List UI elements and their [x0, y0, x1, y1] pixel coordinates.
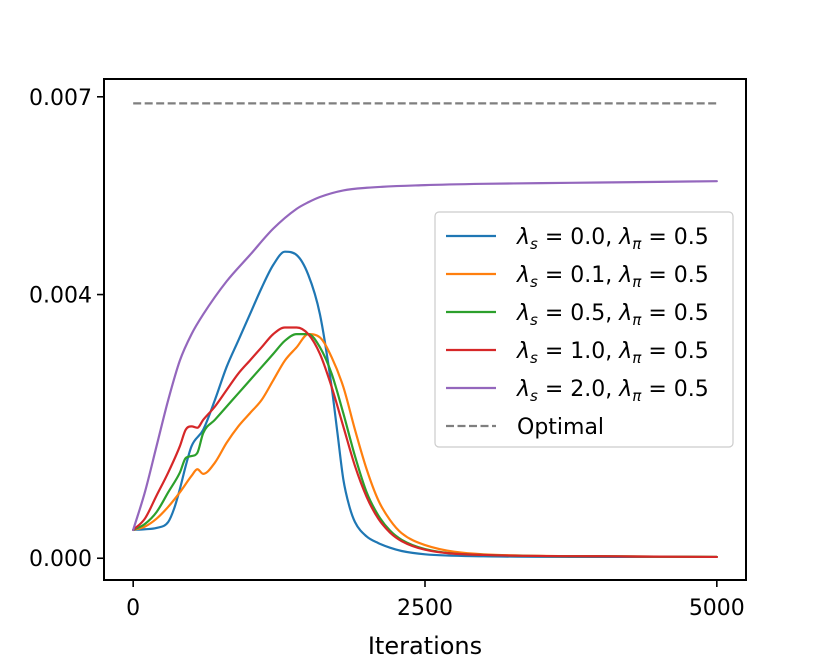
y-tick-label: 0.007 [29, 86, 92, 111]
x-axis-label: Iterations [368, 632, 482, 660]
legend: λs = 0.0, λπ = 0.5 λs = 0.1, λπ = 0.5 λs =… [434, 211, 734, 448]
series-lines [132, 102, 718, 559]
legend-label: λs = 1.0, λπ = 0.5 [516, 339, 709, 367]
y-axis-ticks: 0.000 0.004 0.007 [29, 86, 104, 572]
x-tick-label: 2500 [397, 596, 453, 621]
series-line-1 [132, 250, 718, 559]
legend-label: λs = 0.0, λπ = 0.5 [516, 225, 709, 253]
series-line-5 [132, 180, 718, 531]
x-tick-label: 0 [126, 596, 140, 621]
x-tick-label: 5000 [689, 596, 745, 621]
series-line-4 [132, 326, 718, 559]
legend-label: λs = 0.5, λπ = 0.5 [516, 301, 709, 329]
y-tick-label: 0.004 [29, 284, 92, 309]
legend-label: Optimal [517, 415, 604, 440]
series-line-2 [132, 333, 718, 559]
legend-label: λs = 2.0, λπ = 0.5 [516, 377, 709, 405]
legend-box [434, 211, 734, 448]
y-tick-label: 0.000 [29, 547, 92, 572]
series-line-3 [132, 333, 718, 559]
x-axis-ticks: 0 2500 5000 [126, 580, 745, 621]
legend-label: λs = 0.1, λπ = 0.5 [516, 263, 709, 291]
